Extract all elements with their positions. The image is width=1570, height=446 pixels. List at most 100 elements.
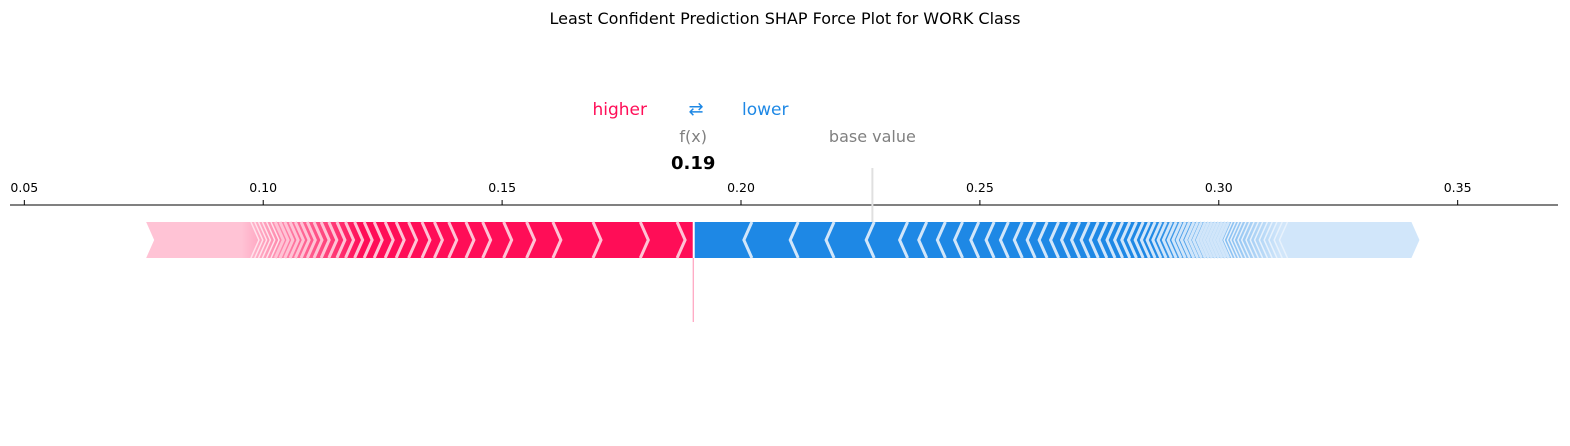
negative-feature-segment (864, 221, 876, 259)
negative-feature-segment (1233, 221, 1243, 259)
positive-feature-segment (299, 221, 311, 259)
negative-feature-segment (1205, 221, 1217, 259)
negative-feature-segment (1088, 221, 1100, 259)
positive-feature-segment (293, 221, 305, 259)
positive-feature-segment (383, 221, 395, 259)
negative-feature-segment (1219, 221, 1231, 259)
negative-feature-segment (1191, 221, 1203, 259)
positive-feature-segment (270, 221, 280, 259)
base-value-label: base value (829, 127, 916, 146)
legend-higher-label: higher (592, 100, 647, 120)
x-axis-ticks: 0.05 0.10 0.15 0.20 0.25 0.30 0.35 (10, 180, 1472, 205)
x-tick-label: 0.35 (1444, 180, 1472, 195)
negative-feature-segment (1187, 221, 1200, 259)
negative-feature-segment (969, 221, 981, 259)
positive-feature-segment (551, 221, 563, 259)
positive-feature-segment (464, 221, 476, 259)
fx-label: f(x) (679, 127, 707, 146)
negative-feature-segment (1258, 221, 1269, 259)
negative-feature-segment (1240, 221, 1251, 259)
legend-lower-label: lower (742, 100, 788, 120)
negative-feature-segment (1202, 221, 1214, 259)
negative-feature-segment (1245, 221, 1255, 259)
positive-feature-segment (283, 221, 295, 259)
positive-feature-segment (335, 221, 347, 259)
negative-feature-segment (1179, 221, 1191, 259)
positive-feature-segment (278, 221, 290, 259)
positive-feature-segment (312, 221, 324, 259)
negative-feature-segment (1105, 221, 1117, 259)
negative-feature-segment (1268, 221, 1278, 259)
negative-feature-segment (1253, 221, 1264, 259)
negative-feature-segment (1209, 221, 1221, 259)
positive-feature-segment (257, 221, 268, 259)
x-tick-label: 0.20 (727, 180, 755, 195)
negative-feature-segment (984, 221, 996, 259)
positive-feature-segment (273, 221, 285, 259)
negative-feature-segment (1223, 221, 1233, 259)
negative-feature-segment (1263, 221, 1273, 259)
positive-feature-segment (250, 221, 260, 259)
negative-feature-segment (1079, 221, 1091, 259)
positive-feature-segment (481, 221, 493, 259)
negative-feature-segment (1012, 221, 1024, 259)
negative-feature-segment (1226, 221, 1237, 259)
negative-feature-segment (1145, 221, 1157, 259)
positive-feature-segment (447, 221, 459, 259)
negative-feature-segment (1212, 221, 1224, 259)
negative-feature-segment (1175, 221, 1187, 259)
negative-feature-segment (1198, 221, 1210, 259)
x-tick-label: 0.15 (488, 180, 516, 195)
negative-feature-segment (1120, 221, 1132, 259)
negative-feature-segment (1112, 221, 1124, 259)
positive-feature-segment (372, 221, 384, 259)
positive-feature-segment (362, 221, 374, 259)
chart-title: Least Confident Prediction SHAP Force Pl… (550, 9, 1021, 28)
negative-feature-segment (1237, 221, 1247, 259)
negative-feature-segment (917, 221, 929, 259)
positive-feature-segment (266, 221, 276, 259)
negative-feature-segment (935, 221, 947, 259)
negative-feature-segment (1069, 221, 1081, 259)
reference-lines (692, 168, 874, 322)
force-bars (146, 221, 1420, 259)
negative-feature-segment (1171, 221, 1183, 259)
positive-feature-segment (638, 221, 650, 259)
negative-feature-segment (788, 221, 800, 259)
negative-feature-segment (1166, 221, 1178, 259)
positive-feature-segment (344, 221, 356, 259)
negative-feature-segment (1139, 221, 1151, 259)
negative-feature-segment (742, 221, 754, 259)
x-tick-label: 0.10 (249, 180, 277, 195)
negative-feature-segment (998, 221, 1010, 259)
negative-feature-segment (1249, 221, 1259, 259)
positive-feature-segment (591, 221, 603, 259)
positive-feature-segment (407, 221, 419, 259)
negative-feature-segment (1025, 221, 1037, 259)
negative-feature-segment (1278, 221, 1289, 259)
negative-feature-segment (1161, 221, 1173, 259)
negative-feature-segment (1156, 221, 1168, 259)
negative-feature-segment (1037, 221, 1049, 259)
positive-feature-segment (433, 221, 445, 259)
positive-force-bar (146, 222, 694, 258)
negative-feature-segment (1059, 221, 1071, 259)
positive-feature-segment (254, 221, 264, 259)
x-tick-label: 0.25 (966, 180, 994, 195)
x-tick-label: 0.05 (10, 180, 38, 195)
negative-feature-segment (897, 221, 909, 259)
positive-feature-segment (525, 221, 537, 259)
positive-feature-segment (288, 221, 300, 259)
negative-feature-segment (1273, 221, 1283, 259)
negative-feature-segment (1184, 221, 1196, 259)
legend-arrows-icon: ⇄ (688, 99, 703, 120)
negative-feature-segment (1151, 221, 1163, 259)
positive-feature-segment (502, 221, 514, 259)
x-tick-label: 0.30 (1205, 180, 1233, 195)
negative-feature-segment (1229, 221, 1240, 259)
positive-feature-segment (319, 221, 331, 259)
fx-value: 0.19 (671, 153, 715, 174)
negative-feature-segment (1195, 221, 1207, 259)
negative-feature-segment (952, 221, 964, 259)
positive-feature-segment (675, 221, 687, 259)
